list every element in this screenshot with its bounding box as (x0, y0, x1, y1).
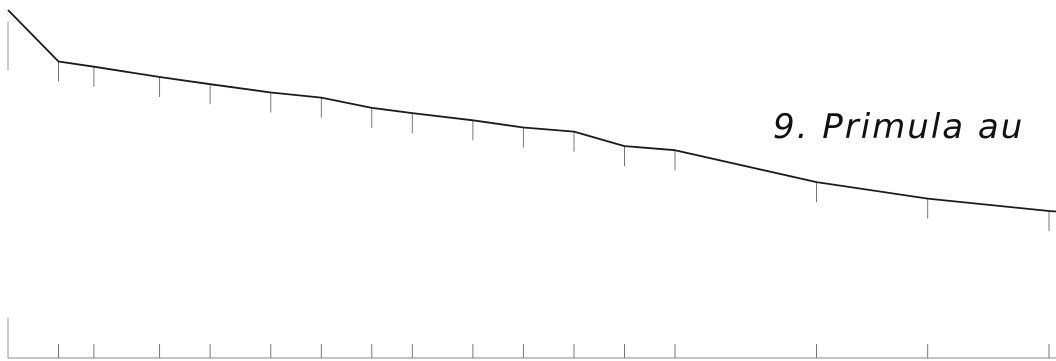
series-annotation: 9. Primula au (773, 107, 1024, 147)
drop-lines (58, 61, 1050, 231)
axis-layer (7, 22, 1056, 359)
data-curve (7, 9, 1056, 213)
